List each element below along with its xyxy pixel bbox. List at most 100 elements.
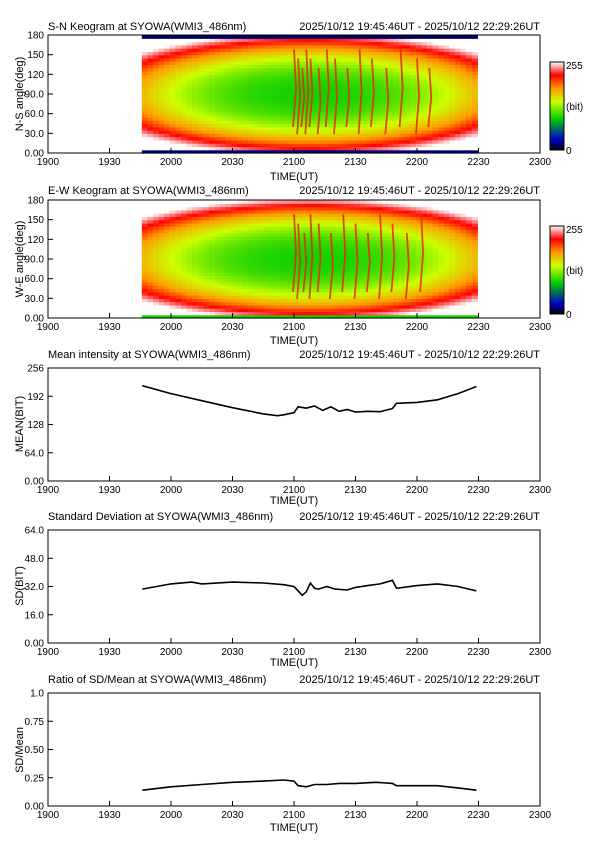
keogram-cell — [387, 314, 395, 319]
keogram-cell — [399, 308, 406, 313]
keogram-cell — [387, 262, 395, 267]
keogram-cell — [359, 41, 367, 46]
keogram-cell — [253, 61, 260, 66]
keogram-cell — [197, 265, 204, 270]
keogram-cell — [147, 123, 154, 128]
keogram-cell — [147, 113, 154, 118]
keogram-cell — [331, 232, 339, 237]
keogram-cell — [471, 275, 478, 280]
keogram-cell — [466, 301, 473, 306]
keogram-cell — [410, 116, 417, 121]
keogram-cell — [371, 77, 378, 82]
keogram-cell — [158, 139, 165, 144]
keogram-cell — [276, 120, 283, 125]
keogram-cell — [421, 236, 428, 240]
keogram-cell — [197, 48, 204, 52]
keogram-cell — [410, 301, 417, 306]
keogram-cell — [309, 308, 316, 313]
keogram-cell — [153, 143, 160, 148]
keogram-cell — [298, 54, 305, 59]
keogram-cell — [320, 278, 327, 283]
keogram-cell — [169, 126, 176, 131]
keogram-cell — [376, 67, 383, 72]
keogram-cell — [253, 242, 260, 247]
keogram-cell — [449, 252, 456, 257]
keogram-cell — [287, 139, 294, 144]
keogram-cell — [236, 275, 244, 280]
keogram-cell — [365, 126, 372, 131]
keogram-cell — [236, 84, 244, 89]
keogram-cell — [264, 209, 272, 214]
keogram-cell — [220, 245, 227, 250]
keogram-cell — [348, 100, 355, 105]
keogram-cell — [320, 38, 327, 43]
keogram-cell — [410, 44, 417, 49]
keogram-cell — [164, 54, 171, 59]
keogram-cell — [471, 259, 478, 263]
keogram-cell — [387, 268, 395, 273]
aurora-streak — [419, 214, 425, 293]
keogram-cell — [382, 74, 389, 79]
keogram-cell — [259, 48, 266, 52]
keogram-cell — [248, 209, 255, 214]
keogram-cell — [236, 295, 244, 299]
keogram-cell — [153, 239, 160, 244]
keogram-cell — [432, 97, 439, 102]
keogram-cell — [432, 44, 439, 49]
keogram-cell — [387, 61, 395, 66]
keogram-cell — [421, 249, 428, 254]
keogram-cell — [147, 229, 154, 234]
keogram-cell — [427, 301, 434, 306]
keogram-cell — [169, 285, 176, 290]
keogram-cell — [309, 314, 316, 319]
keogram-cell — [399, 110, 406, 115]
keogram-cell — [164, 107, 171, 111]
keogram-cell — [208, 268, 216, 273]
keogram-cell — [153, 259, 160, 263]
keogram-cell — [147, 236, 154, 240]
keogram-cell — [466, 139, 473, 144]
keogram-cell — [303, 213, 311, 217]
keogram-cell — [186, 90, 193, 95]
keogram-cell — [231, 262, 238, 267]
keogram-cell — [264, 206, 272, 211]
keogram-cell — [141, 304, 149, 309]
keogram-cell — [147, 67, 154, 72]
keogram-cell — [337, 278, 344, 283]
keogram-cell — [259, 242, 266, 247]
keogram-cell — [180, 90, 188, 95]
keogram-cell — [158, 222, 165, 227]
keogram-cell — [231, 298, 238, 303]
keogram-cell — [410, 291, 417, 296]
keogram-cell — [449, 239, 456, 244]
keogram-cell — [147, 120, 154, 125]
keogram-cell — [264, 146, 272, 151]
keogram-cell — [248, 291, 255, 296]
keogram-cell — [449, 44, 456, 49]
keogram-cell — [169, 272, 176, 276]
keogram-cell — [225, 304, 232, 309]
keogram-cell — [287, 113, 294, 118]
keogram-cell — [320, 67, 327, 72]
keogram-cell — [371, 143, 378, 148]
keogram-cell — [337, 64, 344, 69]
keogram-cell — [220, 116, 227, 121]
keogram-cell — [153, 295, 160, 299]
keogram-cell — [270, 245, 277, 250]
keogram-cell — [270, 94, 277, 98]
keogram-cell — [359, 229, 367, 234]
keogram-cell — [466, 67, 473, 72]
keogram-cell — [309, 133, 316, 138]
keogram-cell — [438, 232, 445, 237]
keogram-cell — [236, 113, 244, 118]
keogram-cell — [371, 298, 378, 303]
keogram-cell — [399, 130, 406, 134]
keogram-cell — [141, 38, 149, 43]
keogram-cell — [454, 252, 462, 257]
keogram-cell — [259, 232, 266, 237]
keogram-cell — [164, 291, 171, 296]
keogram-cell — [236, 206, 244, 211]
plot-frame — [47, 367, 541, 482]
keogram-cell — [315, 265, 322, 270]
keogram-cell — [421, 120, 428, 125]
